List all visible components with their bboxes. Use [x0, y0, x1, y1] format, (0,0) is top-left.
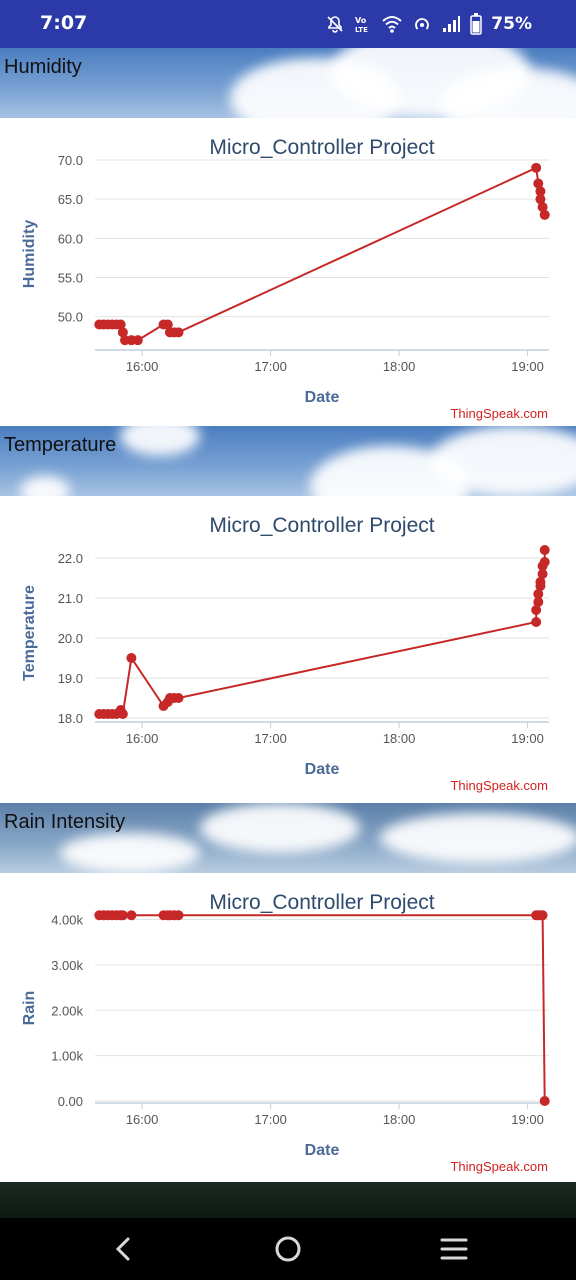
series-line: [99, 168, 544, 340]
data-point: [118, 910, 128, 920]
section-header-humidity: Humidity: [0, 48, 576, 118]
y-axis-title: Humidity: [21, 220, 38, 289]
x-tick-label: 17:00: [254, 359, 287, 374]
humidity-chart: Micro_Controller Project 50.0 55.0 60.0 65.0…: [0, 118, 576, 426]
data-point: [126, 653, 136, 663]
y-tick-label: 19.0: [58, 671, 83, 686]
series-line: [99, 915, 544, 1101]
y-tick-label: 55.0: [58, 271, 83, 286]
temperature-chart: Micro_Controller Project 18.0 19.0 20.0 21.0…: [0, 496, 576, 803]
data-point: [531, 617, 541, 627]
hotspot-icon: [412, 14, 432, 34]
data-point: [174, 327, 184, 337]
y-tick-label: 22.0: [58, 551, 83, 566]
y-axis-title: Temperature: [21, 585, 38, 681]
section-header-rain: Rain Intensity: [0, 803, 576, 873]
y-tick-label: 65.0: [58, 192, 83, 207]
thingspeak-credit: ThingSpeak.com: [450, 778, 548, 793]
wifi-icon: [381, 14, 403, 34]
data-point: [118, 709, 128, 719]
y-tick-label: 1.00k: [51, 1049, 83, 1064]
chart-title: Micro_Controller Project: [209, 891, 434, 914]
mute-icon: [325, 14, 345, 34]
footer-background: [0, 1182, 576, 1218]
y-tick-label: 20.0: [58, 631, 83, 646]
x-axis-title: Date: [305, 1142, 340, 1159]
battery-percent: 75%: [491, 14, 532, 34]
volte-icon: Vo LTE: [354, 14, 372, 34]
chart-panel-humidity: Micro_Controller Project 50.0 55.0 60.0 65.0…: [0, 118, 576, 426]
y-tick-label: 18.0: [58, 711, 83, 726]
series-line: [99, 550, 544, 714]
y-tick-label: 60.0: [58, 231, 83, 246]
y-tick-label: 70.0: [58, 153, 83, 168]
x-axis-title: Date: [305, 389, 340, 406]
thingspeak-credit: ThingSpeak.com: [450, 406, 548, 421]
recents-icon[interactable]: [442, 1240, 466, 1258]
chart-title: Micro_Controller Project: [209, 514, 434, 537]
data-point: [174, 693, 184, 703]
y-tick-label: 50.0: [58, 310, 83, 325]
status-bar: 7:07 Vo LTE: [0, 0, 576, 48]
x-tick-label: 17:00: [254, 1112, 287, 1127]
section-title: Rain Intensity: [4, 811, 125, 834]
status-time: 7:07: [40, 12, 87, 34]
x-tick-label: 19:00: [511, 731, 544, 746]
y-tick-label: 0.00: [58, 1094, 83, 1109]
data-point: [540, 1096, 550, 1106]
x-tick-label: 16:00: [126, 359, 159, 374]
x-tick-label: 17:00: [254, 731, 287, 746]
section-header-temperature: Temperature: [0, 426, 576, 496]
section-title: Temperature: [4, 434, 116, 457]
data-point: [538, 910, 548, 920]
y-tick-label: 3.00k: [51, 958, 83, 973]
signal-icon: [441, 14, 461, 34]
x-axis-title: Date: [305, 761, 340, 778]
home-icon[interactable]: [277, 1238, 299, 1260]
x-tick-label: 18:00: [383, 359, 416, 374]
data-point: [174, 910, 184, 920]
data-point: [126, 910, 136, 920]
y-tick-label: 4.00k: [51, 913, 83, 928]
thingspeak-credit: ThingSpeak.com: [450, 1159, 548, 1174]
data-point: [540, 545, 550, 555]
y-axis-title: Rain: [21, 991, 38, 1026]
section-title: Humidity: [4, 56, 82, 79]
svg-text:LTE: LTE: [355, 26, 368, 34]
svg-text:Vo: Vo: [355, 16, 367, 25]
chart-title: Micro_Controller Project: [209, 136, 434, 159]
data-point: [531, 163, 541, 173]
x-tick-label: 19:00: [511, 359, 544, 374]
x-tick-label: 16:00: [126, 1112, 159, 1127]
navigation-bar: [0, 1218, 576, 1280]
data-point: [540, 210, 550, 220]
data-point: [133, 335, 143, 345]
data-point: [540, 557, 550, 567]
status-icons: Vo LTE 75%: [325, 10, 532, 38]
battery-icon: [470, 13, 482, 35]
chart-panel-temperature: Micro_Controller Project 18.0 19.0 20.0 21.0…: [0, 496, 576, 803]
rain-chart: Micro_Controller Project 0.00 1.00k 2.00k 3.…: [0, 873, 576, 1182]
x-tick-label: 19:00: [511, 1112, 544, 1127]
back-icon[interactable]: [96, 1228, 152, 1270]
x-tick-label: 18:00: [383, 1112, 416, 1127]
chart-panel-rain: Micro_Controller Project 0.00 1.00k 2.00k 3.…: [0, 873, 576, 1182]
y-tick-label: 21.0: [58, 591, 83, 606]
x-tick-label: 16:00: [126, 731, 159, 746]
x-tick-label: 18:00: [383, 731, 416, 746]
y-tick-label: 2.00k: [51, 1003, 83, 1018]
